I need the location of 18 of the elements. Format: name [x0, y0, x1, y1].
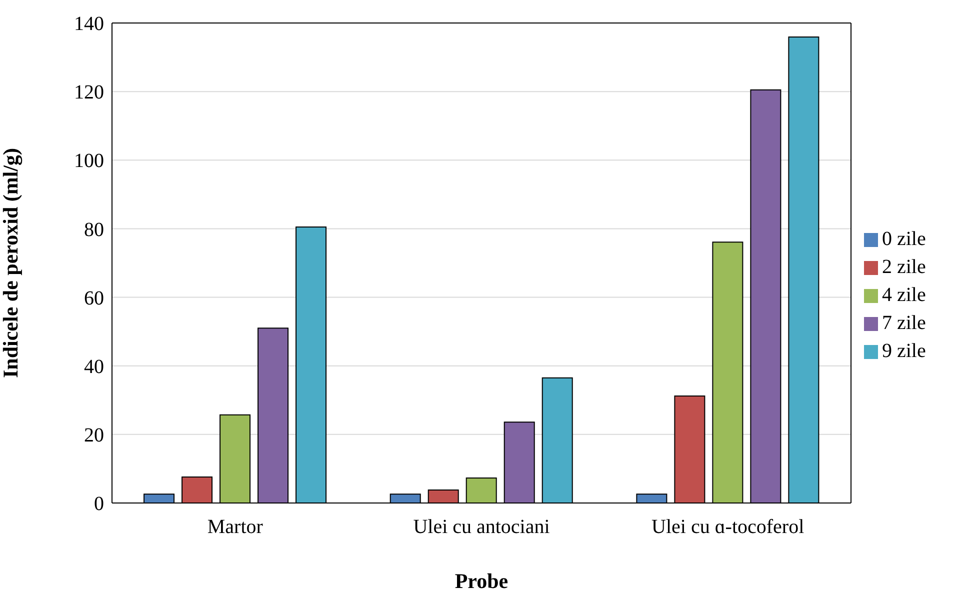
- y-tick-label: 120: [74, 82, 104, 104]
- legend-label: 0 zile: [882, 228, 926, 250]
- legend-label: 4 zile: [882, 284, 926, 306]
- x-tick-label: Ulei cu ɑ-tocoferol: [652, 516, 805, 538]
- y-axis-title: Indicele de peroxid (ml/g): [0, 148, 22, 378]
- legend-label: 2 zile: [882, 256, 926, 278]
- x-tick-label: Martor: [207, 516, 264, 538]
- y-tick-label: 80: [84, 218, 104, 241]
- y-tick-label: 0: [94, 493, 104, 516]
- y-tick-label: 60: [84, 287, 104, 310]
- y-tick-label: 20: [84, 424, 104, 447]
- x-axis-title: Probe: [454, 569, 508, 590]
- y-tick-label: 40: [84, 356, 104, 378]
- legend-label: 7 zile: [882, 312, 926, 334]
- x-tick-label: Ulei cu antociani: [413, 516, 550, 538]
- legend-label: 9 zile: [882, 340, 926, 362]
- y-tick-label: 100: [74, 150, 104, 172]
- y-tick-label: 140: [74, 13, 104, 36]
